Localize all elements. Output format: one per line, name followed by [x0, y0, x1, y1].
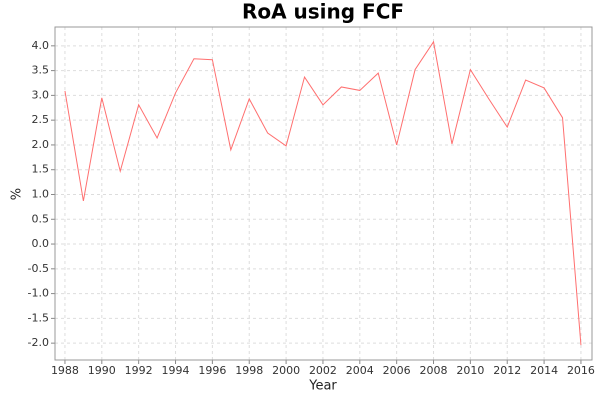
x-tick-label: 1992	[125, 364, 153, 377]
x-tick-label: 1994	[162, 364, 190, 377]
y-tick-label: 0.5	[32, 212, 50, 225]
x-tick-label: 1988	[51, 364, 79, 377]
x-tick-label: 2014	[530, 364, 558, 377]
y-tick-label: 2.0	[32, 138, 50, 151]
y-tick-label: -2.0	[28, 336, 49, 349]
chart-title: RoA using FCF	[242, 0, 404, 24]
x-tick-label: 1996	[198, 364, 226, 377]
y-tick-label: 2.5	[32, 113, 50, 126]
x-tick-label: 2010	[456, 364, 484, 377]
x-tick-label: 1990	[88, 364, 116, 377]
y-axis-label: %	[10, 188, 25, 200]
x-tick-label: 1998	[235, 364, 263, 377]
x-tick-label: 2012	[493, 364, 521, 377]
y-tick-label: 1.0	[32, 187, 50, 200]
x-tick-label: 2000	[272, 364, 300, 377]
x-axis-label: Year	[308, 379, 337, 394]
x-tick-label: 2008	[420, 364, 448, 377]
y-tick-label: -1.0	[28, 287, 49, 300]
y-tick-label: 3.0	[32, 88, 50, 101]
data-line	[64, 40, 582, 346]
y-tick-label: 3.5	[32, 64, 50, 77]
x-tick-label: 2016	[567, 364, 595, 377]
y-tick-label: -1.5	[28, 311, 49, 324]
y-tick-label: 4.0	[32, 39, 50, 52]
x-tick-label: 2002	[309, 364, 337, 377]
x-tick-label: 2004	[346, 364, 374, 377]
y-tick-label: 1.5	[32, 163, 50, 176]
plot-border	[54, 26, 593, 361]
y-tick-label: 0.0	[32, 237, 50, 250]
x-tick-label: 2006	[383, 364, 411, 377]
y-tick-label: -0.5	[28, 262, 49, 275]
